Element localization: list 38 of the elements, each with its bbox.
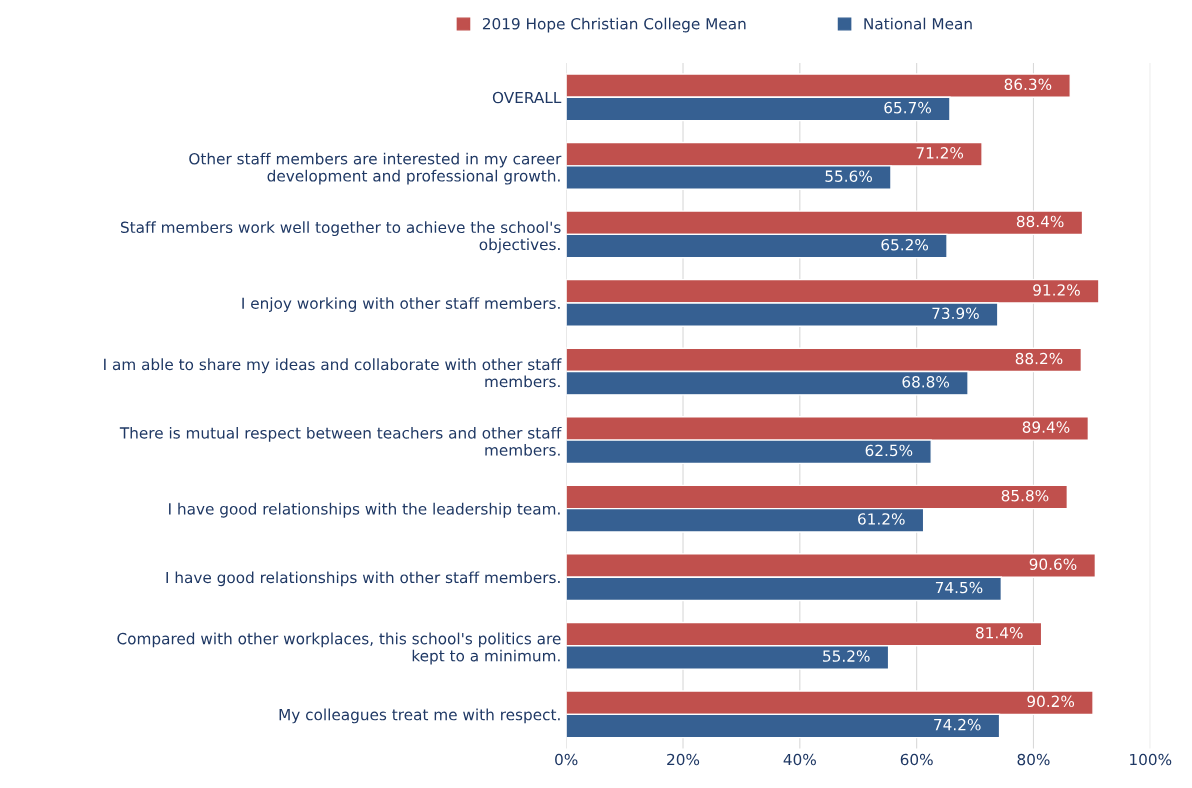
x-tick-label: 80% <box>1017 753 1050 766</box>
y-tick-label: Compared with other workplaces, this school's politics are kept to a minimum. <box>117 632 561 665</box>
data-label: 55.2% <box>823 650 870 662</box>
data-label: 74.2% <box>934 718 981 731</box>
x-tick-label: 60% <box>900 753 933 766</box>
data-label: 91.2% <box>1033 284 1080 296</box>
y-tick-label: Staff members work well together to achieve the school's objectives. <box>120 221 561 254</box>
data-label: 61.2% <box>858 513 905 525</box>
data-label: 62.5% <box>865 444 913 457</box>
data-label: 90.6% <box>1029 558 1077 570</box>
legend-label: 2019 Hope Christian College Mean <box>482 17 746 33</box>
data-label: 55.6% <box>825 170 872 182</box>
y-tick-label: Other staff members are interested in my career development and professional growth. <box>189 152 562 185</box>
data-label: 89.4% <box>1022 421 1070 433</box>
x-tick-label: 0% <box>555 753 578 766</box>
data-label: 65.7% <box>884 101 931 114</box>
data-label: 71.2% <box>916 147 964 159</box>
y-tick-label: I have good relationships with the leadership team. <box>169 502 560 518</box>
y-tick-label: OVERALL <box>492 91 562 104</box>
x-tick-label: 100% <box>1130 753 1172 766</box>
y-tick-label: My colleagues treat me with respect. <box>279 708 560 724</box>
data-label: 86.3% <box>1004 78 1052 91</box>
data-label: 85.8% <box>1001 489 1049 502</box>
data-label: 88.2% <box>1015 352 1063 365</box>
legend-label: National Mean <box>864 17 972 30</box>
y-tick-label: I am able to share my ideas and collaborate with other staff members. <box>104 358 562 388</box>
y-tick-label: I enjoy working with other staff members. <box>242 297 560 312</box>
y-tick-label: There is mutual respect between teachers and other staff members. <box>119 426 562 456</box>
x-tick-label: 40% <box>783 753 816 766</box>
data-label: 81.4% <box>976 626 1023 639</box>
data-label: 73.9% <box>932 307 979 320</box>
data-label: 74.5% <box>935 581 983 594</box>
data-label: 68.8% <box>902 376 950 388</box>
x-tick-label: 20% <box>667 753 700 766</box>
data-label: 88.4% <box>1016 215 1064 228</box>
data-label: 65.2% <box>881 238 929 251</box>
y-tick-label: I have good relationships with other staff members. <box>166 571 560 587</box>
data-label: 90.2% <box>1027 695 1075 708</box>
